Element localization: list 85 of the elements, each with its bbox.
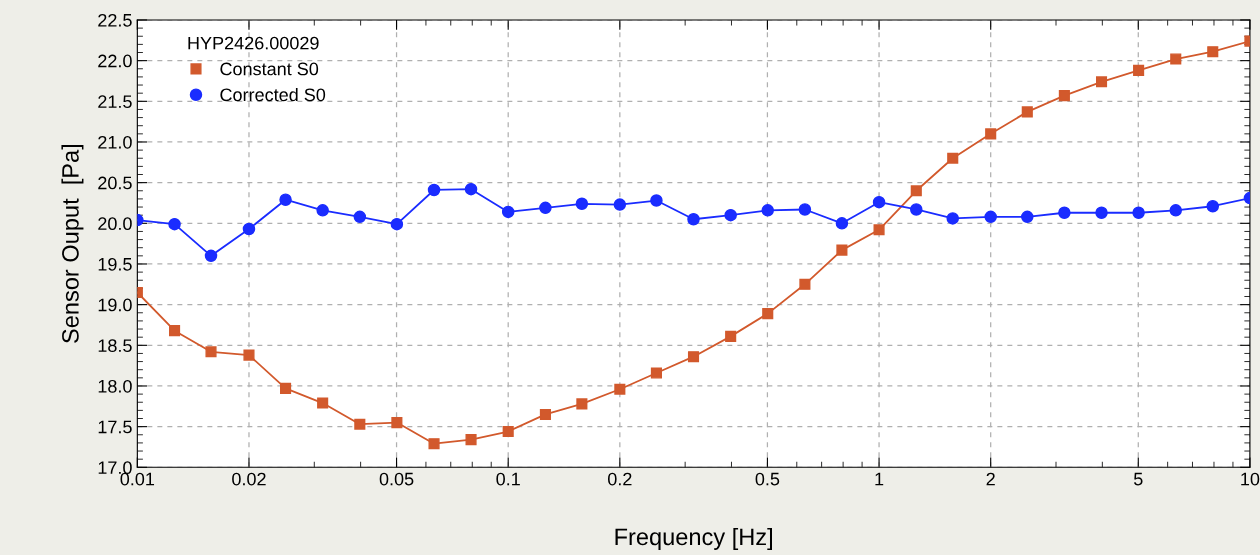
point xyxy=(1132,206,1145,219)
point xyxy=(1133,64,1145,76)
point xyxy=(835,217,849,230)
x-tick-label: 2 xyxy=(986,472,995,486)
point xyxy=(354,418,366,430)
x-tick-label: 0.2 xyxy=(608,472,632,486)
point xyxy=(390,217,404,231)
point xyxy=(687,212,700,226)
point xyxy=(910,203,923,216)
point xyxy=(317,397,329,409)
x-tick-label: 1 xyxy=(875,472,884,486)
point xyxy=(169,325,181,337)
point xyxy=(427,183,441,197)
point xyxy=(761,204,774,217)
point xyxy=(576,398,588,410)
point xyxy=(947,152,959,164)
point xyxy=(687,351,700,363)
point xyxy=(1170,53,1182,65)
point xyxy=(391,417,403,429)
y-tick-label: 22.5 xyxy=(98,13,132,27)
point xyxy=(650,194,663,207)
y-tick-label: 17.0 xyxy=(98,461,132,475)
point xyxy=(1095,206,1108,219)
point xyxy=(613,198,627,211)
point xyxy=(650,367,662,379)
point xyxy=(1206,199,1220,213)
point xyxy=(1207,46,1219,58)
x-tick-label: 0.02 xyxy=(232,472,266,486)
y-axis-title: Sensor Ouput [Pa] xyxy=(61,144,84,343)
y-tick-label: 22.0 xyxy=(98,54,132,68)
point xyxy=(243,349,255,361)
point xyxy=(279,193,292,206)
point xyxy=(168,217,181,231)
y-tick-label: 21.0 xyxy=(98,135,132,149)
point xyxy=(762,308,774,320)
point xyxy=(502,425,514,438)
y-tick-label: 17.5 xyxy=(98,420,132,434)
point xyxy=(1169,204,1183,217)
point xyxy=(1021,106,1033,118)
point xyxy=(946,212,959,225)
x-tick-label: 0.5 xyxy=(755,472,780,486)
point xyxy=(428,438,440,450)
point xyxy=(280,382,292,394)
point xyxy=(725,330,737,342)
point xyxy=(242,222,256,236)
y-tick-label: 21.5 xyxy=(98,95,132,109)
x-tick-label: 0.1 xyxy=(496,472,520,486)
point xyxy=(798,203,812,216)
legend-title: HYP2426.00029 xyxy=(188,36,319,50)
point xyxy=(836,244,848,256)
y-tick-label: 18.5 xyxy=(98,339,132,353)
legend-label: Corrected S0 xyxy=(220,87,326,102)
x-tick-label: 10 xyxy=(1241,472,1260,486)
point xyxy=(316,204,329,217)
x-tick-label: 5 xyxy=(1133,472,1143,486)
x-tick-label: 0.05 xyxy=(379,472,414,486)
x-tick-label: 0.01 xyxy=(120,472,155,486)
y-tick-label: 20.0 xyxy=(98,217,132,231)
point xyxy=(1095,76,1108,88)
point xyxy=(205,346,217,358)
point xyxy=(985,128,997,140)
point xyxy=(799,278,811,290)
point xyxy=(724,208,737,222)
point xyxy=(575,197,589,211)
point xyxy=(539,201,552,215)
y-tick-label: 18.0 xyxy=(98,379,132,393)
point xyxy=(872,195,886,209)
x-axis-title: Frequency [Hz] xyxy=(615,527,772,550)
y-tick-label: 20.5 xyxy=(98,176,132,190)
point xyxy=(204,249,218,263)
point xyxy=(353,210,367,224)
point xyxy=(614,383,626,395)
y-tick-label: 19.5 xyxy=(98,257,132,271)
y-tick-label: 19.0 xyxy=(98,298,132,312)
point xyxy=(1021,210,1034,224)
point xyxy=(984,210,997,224)
point xyxy=(1058,90,1070,102)
point xyxy=(501,205,515,219)
point xyxy=(465,434,477,446)
point xyxy=(1058,206,1071,219)
point xyxy=(539,408,551,420)
legend-label: Constant S0 xyxy=(220,62,319,76)
point xyxy=(910,185,922,197)
point xyxy=(873,224,885,236)
point xyxy=(464,182,478,196)
